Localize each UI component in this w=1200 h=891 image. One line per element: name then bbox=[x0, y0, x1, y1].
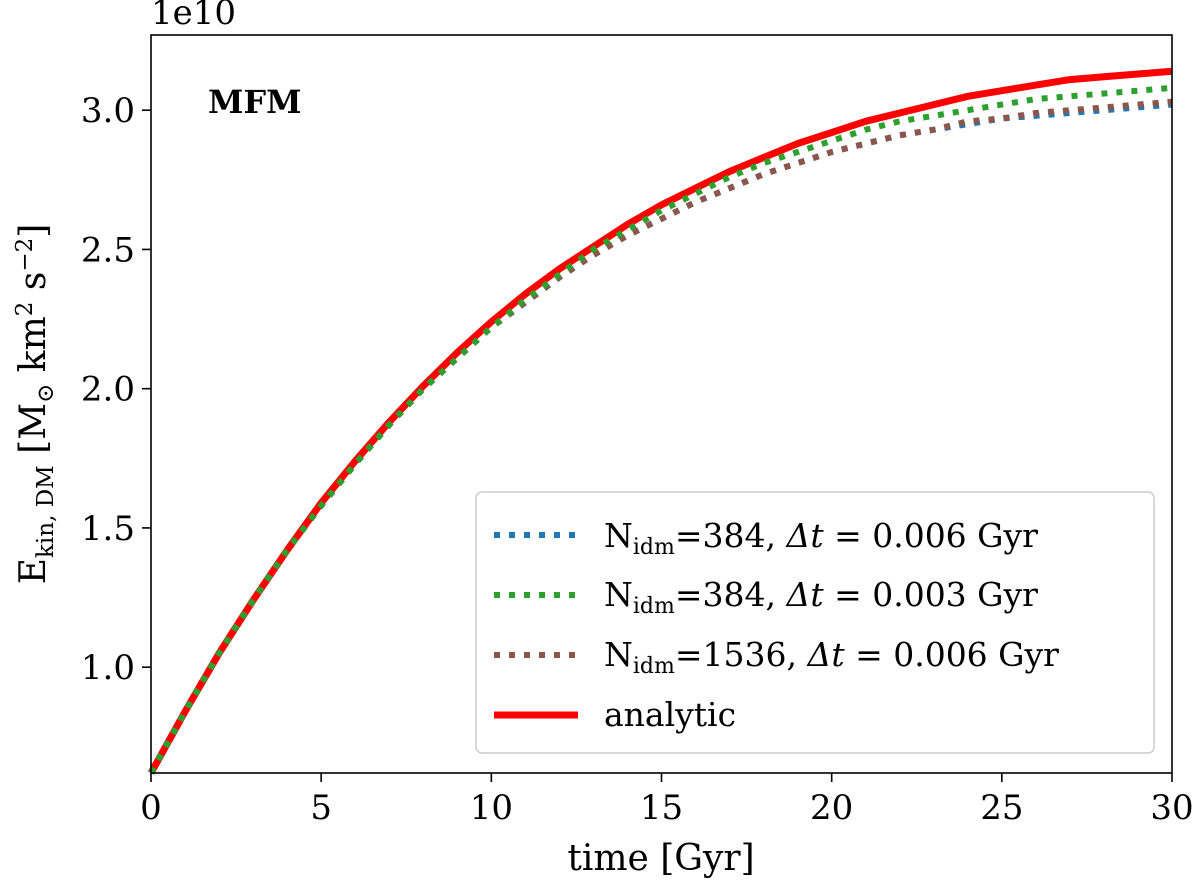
x-ticks: 0 5 10 15 20 25 30 bbox=[140, 773, 1194, 828]
y-tick-label: 1.5 bbox=[81, 509, 135, 549]
y-label-s: s bbox=[13, 272, 54, 302]
y-label-close: ] bbox=[13, 224, 54, 238]
legend-box bbox=[475, 491, 1155, 754]
y-label-unit-open: [M bbox=[13, 403, 54, 465]
legend-entry-1-label: Nidm=384, Δt = 0.006 Gyr bbox=[604, 516, 1038, 560]
legend-entry-4-label: analytic bbox=[604, 695, 736, 734]
series-line-2 bbox=[148, 84, 1173, 775]
x-tick-label: 5 bbox=[310, 788, 332, 828]
y-tick-label: 2.5 bbox=[81, 230, 135, 270]
y-label-km-exp: 2 bbox=[12, 302, 38, 317]
y-tick-label: 3.0 bbox=[81, 91, 135, 131]
x-tick-label: 30 bbox=[1150, 788, 1193, 828]
offset-label: 1e10 bbox=[151, 0, 236, 33]
legend-handles bbox=[494, 532, 578, 719]
y-label-km: km bbox=[13, 316, 54, 383]
y-tick-label: 1.0 bbox=[81, 648, 135, 688]
x-tick-label: 20 bbox=[810, 788, 853, 828]
x-tick-label: 25 bbox=[980, 788, 1023, 828]
x-tick-label: 15 bbox=[640, 788, 683, 828]
x-tick-label: 10 bbox=[470, 788, 513, 828]
y-ticks: 1.0 1.5 2.0 2.5 3.0 bbox=[81, 91, 151, 688]
y-label-s-exp: −2 bbox=[12, 238, 38, 272]
panel-label: MFM bbox=[208, 83, 302, 121]
y-axis-label: Ekin, DM [M⊙ km2 s−2] bbox=[12, 224, 59, 585]
x-axis-label: time [Gyr] bbox=[567, 838, 754, 879]
y-label-sub: kin, DM bbox=[33, 465, 59, 558]
legend-entry-2-label: Nidm=384, Δt = 0.003 Gyr bbox=[604, 575, 1038, 619]
legend-entry-3-label: Nidm=1536, Δt = 0.006 Gyr bbox=[604, 635, 1059, 679]
y-label-sun: ⊙ bbox=[33, 384, 59, 403]
x-tick-label: 0 bbox=[140, 788, 162, 828]
y-tick-label: 2.0 bbox=[81, 370, 135, 410]
series-layer bbox=[147, 67, 1173, 775]
y-label-base: E bbox=[13, 558, 54, 584]
legend: Nidm=384, Δt = 0.006 Gyr Nidm=384, Δt = … bbox=[475, 491, 1155, 754]
